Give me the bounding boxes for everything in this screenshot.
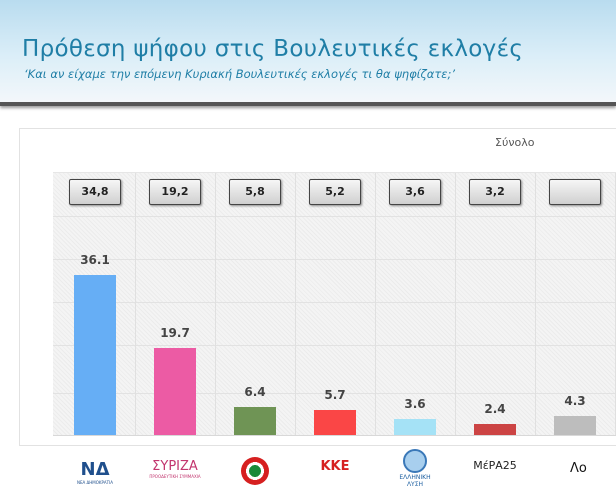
plot-area: 34,8 36.1 19,2 19.7 5,8 6.4 5,2 5.7 3,6 3.6 3,2 2.4… [53,172,616,436]
gridline-horizontal [53,393,616,394]
gridline-vertical [375,173,376,435]
party-logo: ΚΚΕ [300,455,370,489]
gridline-vertical [455,173,456,435]
gridline-vertical [295,173,296,435]
party-logo: ΜέΡΑ25 [460,455,530,489]
bar-0 [74,275,116,435]
bar-value-label: 19.7 [160,325,190,340]
gridline-horizontal [53,302,616,303]
bar-2 [234,406,276,435]
logo-text: Λο [570,461,587,476]
logo-sub: ΝΕΑ ΔΗΜΟΚΡΑΤΙΑ [76,480,113,485]
page-subtitle: ‘Και αν είχαμε την επόμενη Κυριακή Βουλε… [24,67,456,81]
header: Πρόθεση ψήφου στις Βουλευτικές εκλογές ‘… [0,0,616,106]
bar-3 [314,409,356,435]
bar-value-label: 6.4 [244,384,266,399]
bar-1 [154,347,196,435]
previous-value-box [549,179,601,205]
page-title: Πρόθεση ψήφου στις Βουλευτικές εκλογές [22,36,524,62]
chart-panel [19,128,616,446]
bar-value-label: 5.7 [324,387,346,402]
previous-value-box: 34,8 [69,179,121,205]
bar-value-label: 4.3 [564,393,586,408]
party-logo: Λο [540,455,610,489]
chart-title: Σύνολο [495,136,535,149]
logo-sub: ΕΛΛΗΝΙΚΗ ΛΥΣΗ [399,474,431,488]
bar-value-label: 3.6 [404,397,426,412]
logo-sub: ΠΡΟΟΔΕΥΤΙΚΗ ΣΥΜΜΑΧΙΑ [149,474,201,479]
party-logo: ΝΔ ΝΕΑ ΔΗΜΟΚΡΑΤΙΑ [60,455,130,489]
gridline-horizontal [53,216,616,217]
logo-text: ΜέΡΑ25 [473,459,517,472]
gridline-horizontal [53,259,616,260]
previous-value-box: 3,6 [389,179,441,205]
bar-value-label: 2.4 [484,402,506,417]
previous-value-box: 5,8 [229,179,281,205]
previous-value-box: 3,2 [469,179,521,205]
gridline-vertical [135,173,136,435]
logo-text: ΣΥΡΙΖΑ [152,459,198,474]
gridline-vertical [215,173,216,435]
bar-5 [474,424,516,435]
bar-4 [394,419,436,435]
compass-icon [403,449,427,473]
gridline-vertical [535,173,536,435]
logo-text: ΝΔ [80,459,110,480]
pasok-sun-icon [241,457,269,485]
previous-value-box: 19,2 [149,179,201,205]
logo-text: ΚΚΕ [320,459,350,474]
gridline-horizontal [53,345,616,346]
party-logo: ΕΛΛΗΝΙΚΗ ΛΥΣΗ [380,449,450,489]
previous-value-box: 5,2 [309,179,361,205]
bar-6 [554,415,596,435]
bar-value-label: 36.1 [80,253,110,268]
party-logo: ΣΥΡΙΖΑ ΠΡΟΟΔΕΥΤΙΚΗ ΣΥΜΜΑΧΙΑ [140,455,210,489]
party-logo [220,455,290,489]
